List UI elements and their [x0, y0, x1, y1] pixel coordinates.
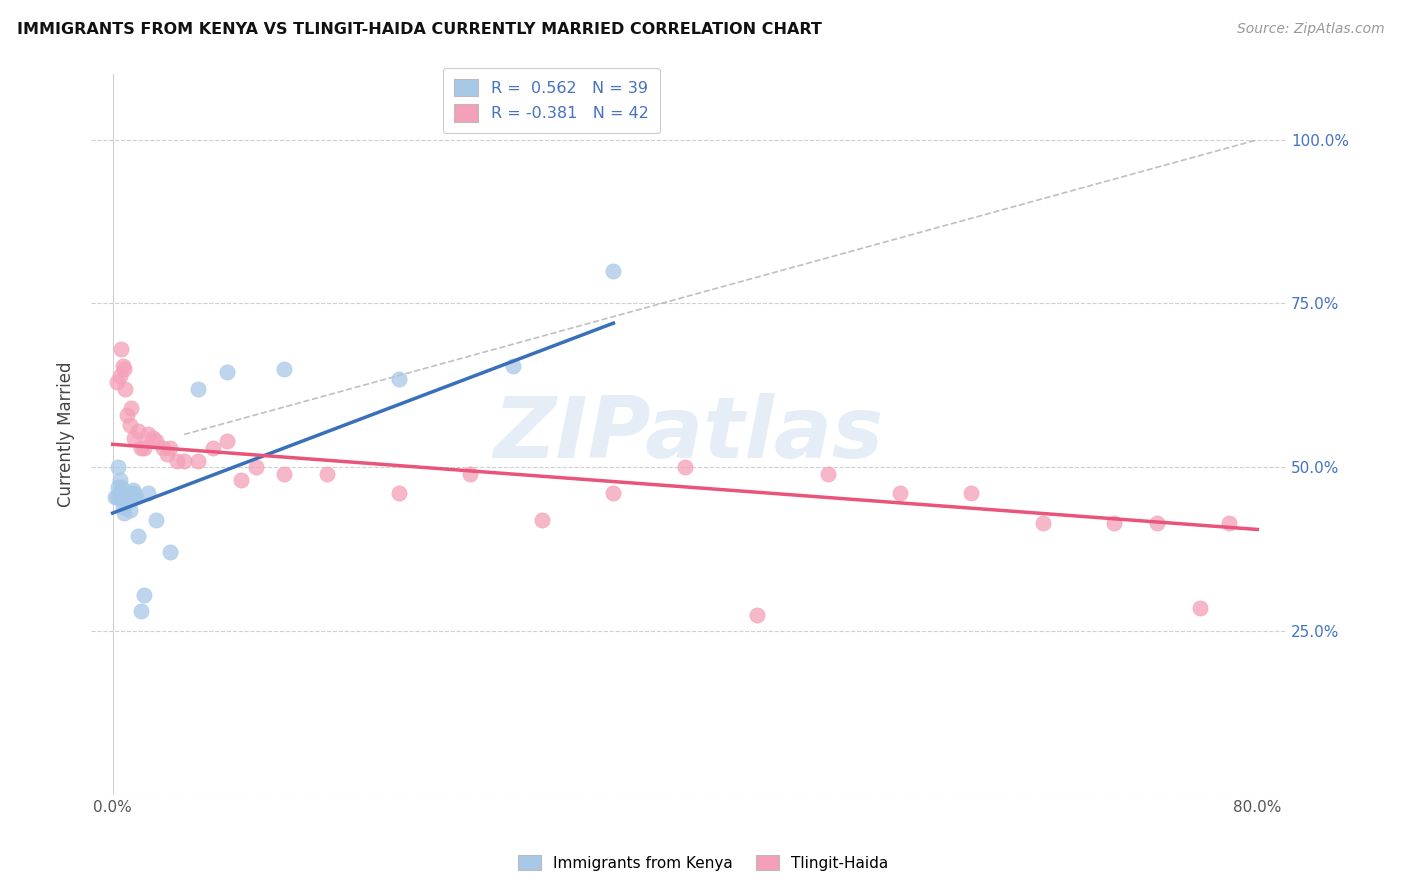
Point: [156, 447, 179, 461]
Point: [273, 362, 295, 376]
Point: [138, 486, 160, 500]
Point: [231, 473, 253, 487]
Point: [111, 500, 134, 514]
Point: [166, 453, 188, 467]
Point: [217, 365, 239, 379]
Point: [105, 375, 128, 389]
Point: [111, 490, 134, 504]
Point: [530, 513, 553, 527]
Point: [1189, 601, 1212, 615]
Point: [889, 486, 911, 500]
Point: [112, 362, 135, 376]
Point: [152, 441, 174, 455]
Point: [817, 467, 839, 481]
Text: IMMIGRANTS FROM KENYA VS TLINGIT-HAIDA CURRENTLY MARRIED CORRELATION CHART: IMMIGRANTS FROM KENYA VS TLINGIT-HAIDA C…: [17, 22, 821, 37]
Point: [112, 490, 135, 504]
Point: [108, 490, 131, 504]
Point: [112, 506, 135, 520]
Point: [112, 493, 135, 508]
Point: [502, 359, 524, 373]
Legend: Immigrants from Kenya, Tlingit-Haida: Immigrants from Kenya, Tlingit-Haida: [509, 846, 897, 880]
Point: [187, 453, 209, 467]
Point: [114, 382, 136, 396]
Point: [245, 460, 267, 475]
Point: [124, 490, 146, 504]
Point: [110, 486, 132, 500]
Point: [122, 486, 145, 500]
Text: ZIPatlas: ZIPatlas: [494, 393, 884, 476]
Point: [115, 490, 138, 504]
Point: [602, 264, 624, 278]
Point: [316, 467, 339, 481]
Point: [110, 480, 132, 494]
Point: [388, 372, 411, 386]
Point: [105, 490, 128, 504]
Point: [201, 441, 224, 455]
Point: [110, 343, 132, 357]
Point: [602, 486, 624, 500]
Point: [187, 382, 209, 396]
Point: [1032, 516, 1054, 530]
Point: [108, 483, 131, 498]
Point: [159, 545, 181, 559]
Point: [118, 417, 141, 432]
Point: [673, 460, 696, 475]
Point: [1146, 516, 1168, 530]
Legend: R =  0.562   N = 39, R = -0.381   N = 42: R = 0.562 N = 39, R = -0.381 N = 42: [443, 68, 659, 133]
Point: [960, 486, 983, 500]
Point: [132, 441, 155, 455]
Point: [104, 490, 127, 504]
Point: [121, 483, 143, 498]
Point: [159, 441, 181, 455]
Point: [142, 431, 165, 445]
Point: [138, 427, 160, 442]
Point: [107, 480, 129, 494]
Point: [388, 486, 411, 500]
Point: [132, 588, 155, 602]
Point: [120, 490, 142, 504]
Point: [460, 467, 482, 481]
Point: [122, 431, 145, 445]
Point: [1218, 516, 1240, 530]
Point: [117, 493, 139, 508]
Point: [129, 441, 152, 455]
Point: [129, 604, 152, 618]
Point: [114, 490, 136, 504]
Point: [118, 486, 141, 500]
Point: [145, 513, 167, 527]
Point: [1102, 516, 1125, 530]
Point: [173, 453, 195, 467]
Point: [745, 607, 768, 622]
Point: [115, 408, 138, 422]
Point: [115, 486, 138, 500]
Text: Source: ZipAtlas.com: Source: ZipAtlas.com: [1237, 22, 1385, 37]
Point: [108, 473, 131, 487]
Point: [110, 490, 132, 504]
Point: [114, 496, 136, 510]
Point: [127, 424, 149, 438]
Point: [118, 503, 141, 517]
Point: [127, 529, 149, 543]
Point: [273, 467, 295, 481]
Y-axis label: Currently Married: Currently Married: [58, 362, 75, 508]
Point: [217, 434, 239, 448]
Point: [145, 434, 167, 448]
Point: [108, 368, 131, 383]
Point: [107, 460, 129, 475]
Point: [122, 490, 145, 504]
Point: [120, 401, 142, 416]
Point: [111, 359, 134, 373]
